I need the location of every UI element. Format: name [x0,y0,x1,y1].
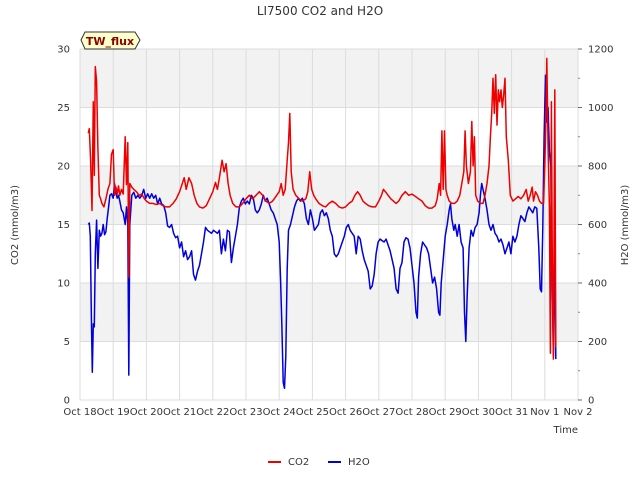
site-badge: TW_flux [80,31,141,50]
series-line-co2 [87,57,557,360]
legend-label: H2O [348,457,370,468]
x-axis-label: Time [553,425,578,436]
x-tick-label: Oct 26 [329,407,362,418]
x-tick-label: Oct 30 [462,407,495,418]
y-right-tick-label: 600 [588,220,607,231]
x-tick-label: Oct 27 [362,407,395,418]
x-tick-label: Oct 25 [296,407,329,418]
y-right-tick-label: 0 [588,396,594,407]
x-tick-label: Oct 18 [63,407,96,418]
y-left-tick-label: 25 [57,103,70,114]
x-tick-label: Oct 20 [130,407,163,418]
series-line-h2o [87,74,557,390]
y-axis-right-label: H2O (mmol/m3) [620,185,631,266]
y-left-tick-label: 20 [57,162,70,173]
y-right-tick-label: 1200 [588,45,613,56]
x-tick-label: Oct 29 [429,407,462,418]
background-band [80,107,578,166]
y-axis-left-label: CO2 (mmol/m3) [10,185,21,265]
x-tick-label: Oct 23 [229,407,262,418]
y-right-tick-label: 1000 [588,103,613,114]
x-tick-label: Nov 1 [530,407,559,418]
background-band [80,166,578,225]
legend-item-co2: CO2 [268,457,309,468]
legend: CO2 H2O [268,457,370,468]
site-badge-label: TW_flux [86,35,134,48]
x-tick-label: Nov 2 [563,407,592,418]
background-band [80,341,578,400]
legend-item-h2o: H2O [328,457,370,468]
series-layer [87,57,557,390]
right-axis-ticks: 0 200 400 600 800 1000 1200 [578,45,613,407]
x-tick-label: Oct 21 [163,407,196,418]
chart-title: LI7500 CO2 and H2O [257,4,383,18]
x-axis-ticks: Oct 18 Oct 19 Oct 20 Oct 21 Oct 22 Oct 23 Oct … [63,407,592,418]
x-tick-label: Oct 31 [495,407,528,418]
x-tick-label: Oct 28 [395,407,428,418]
background-band [80,224,578,283]
background-band [80,283,578,342]
y-left-tick-label: 5 [64,337,70,348]
left-axis-ticks: 0 5 10 15 20 25 30 [57,45,70,407]
x-tick-label: Oct 19 [97,407,130,418]
site-badge-box [80,31,141,50]
x-tick-label: Oct 24 [263,407,296,418]
y-left-tick-label: 15 [57,220,70,231]
x-tick-label: Oct 22 [196,407,229,418]
y-left-tick-label: 10 [57,279,70,290]
legend-label: CO2 [288,457,309,468]
y-right-tick-label: 800 [588,162,607,173]
y-right-tick-label: 400 [588,279,607,290]
y-left-tick-label: 0 [64,396,70,407]
y-left-tick-label: 30 [57,45,70,56]
y-right-tick-label: 200 [588,337,607,348]
